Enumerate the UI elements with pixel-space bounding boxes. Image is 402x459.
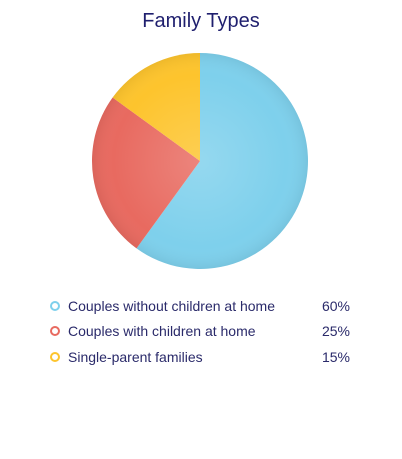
legend-item[interactable]: Single-parent families 15%: [50, 344, 350, 370]
legend-marker-icon: [50, 300, 60, 311]
legend-value: 15%: [321, 348, 350, 365]
legend-label: Couples with children at home: [68, 323, 256, 340]
legend-label: Single-parent families: [68, 348, 203, 365]
legend-marker-icon: [50, 351, 60, 362]
chart-legend: Couples without children at home 60% Cou…: [50, 293, 350, 370]
legend-item[interactable]: Couples without children at home 60%: [50, 293, 350, 319]
legend-item[interactable]: Couples with children at home 25%: [50, 319, 350, 345]
chart-title: Family Types: [142, 10, 260, 32]
legend-marker-icon: [50, 326, 60, 337]
legend-value: 25%: [321, 323, 350, 340]
legend-value: 60%: [321, 297, 350, 314]
legend-label: Couples without children at home: [68, 297, 276, 314]
